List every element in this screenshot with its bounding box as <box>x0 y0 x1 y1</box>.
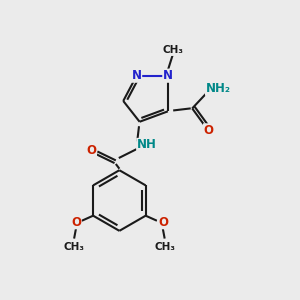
Text: CH₃: CH₃ <box>163 45 184 56</box>
Text: O: O <box>204 124 214 137</box>
Text: CH₃: CH₃ <box>63 242 84 252</box>
Text: O: O <box>71 216 81 229</box>
Text: O: O <box>158 216 168 229</box>
Text: CH₃: CH₃ <box>155 242 176 252</box>
Text: N: N <box>132 69 142 82</box>
Text: N: N <box>163 69 173 82</box>
Text: O: O <box>86 143 96 157</box>
Text: NH₂: NH₂ <box>206 82 231 95</box>
Text: NH: NH <box>137 138 157 152</box>
